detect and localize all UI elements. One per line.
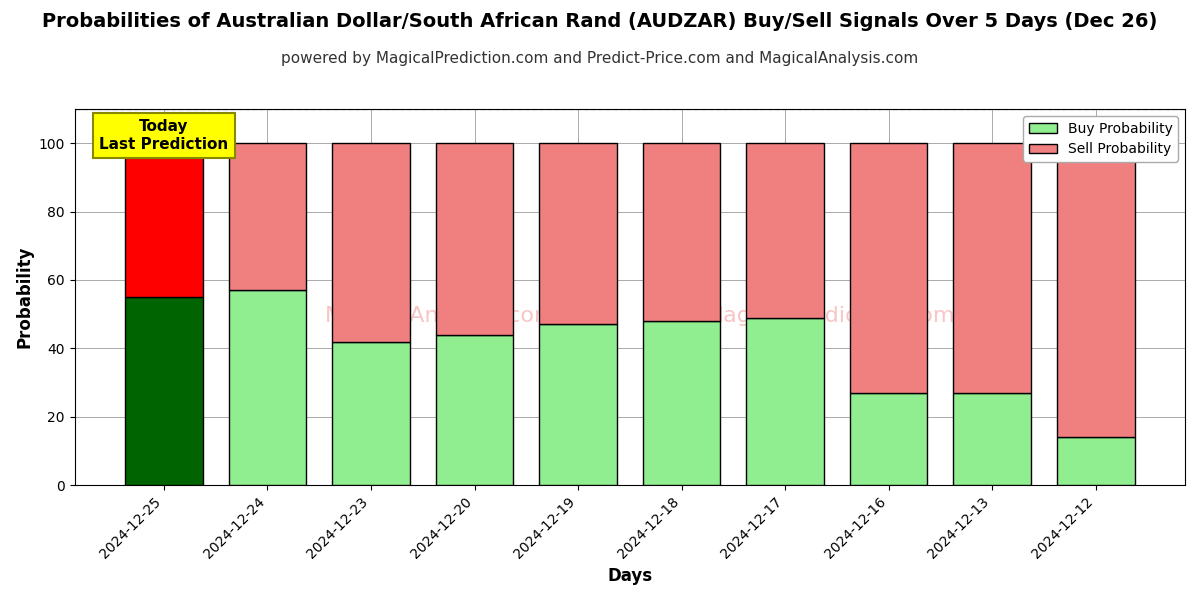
Legend: Buy Probability, Sell Probability: Buy Probability, Sell Probability bbox=[1024, 116, 1178, 162]
Text: Probabilities of Australian Dollar/South African Rand (AUDZAR) Buy/Sell Signals : Probabilities of Australian Dollar/South… bbox=[42, 12, 1158, 31]
Bar bbox=[1057, 143, 1134, 437]
Text: powered by MagicalPrediction.com and Predict-Price.com and MagicalAnalysis.com: powered by MagicalPrediction.com and Pre… bbox=[281, 51, 919, 66]
Bar bbox=[953, 143, 1031, 393]
Bar bbox=[643, 143, 720, 321]
Bar bbox=[643, 321, 720, 485]
Bar bbox=[850, 143, 928, 393]
Y-axis label: Probability: Probability bbox=[16, 246, 34, 349]
Bar bbox=[436, 335, 514, 485]
Bar bbox=[125, 143, 203, 297]
Bar bbox=[229, 290, 306, 485]
Bar bbox=[746, 317, 824, 485]
Bar bbox=[1057, 437, 1134, 485]
Text: MagicalAnalysis.com: MagicalAnalysis.com bbox=[325, 306, 557, 326]
Bar bbox=[953, 393, 1031, 485]
Bar bbox=[229, 143, 306, 290]
Bar bbox=[746, 143, 824, 317]
Bar bbox=[539, 325, 617, 485]
Text: MagicalPrediction.com: MagicalPrediction.com bbox=[704, 306, 955, 326]
Bar bbox=[125, 297, 203, 485]
Bar bbox=[332, 143, 410, 341]
Bar bbox=[332, 341, 410, 485]
X-axis label: Days: Days bbox=[607, 567, 653, 585]
Bar bbox=[436, 143, 514, 335]
Bar bbox=[850, 393, 928, 485]
Bar bbox=[539, 143, 617, 325]
Text: Today
Last Prediction: Today Last Prediction bbox=[100, 119, 228, 152]
